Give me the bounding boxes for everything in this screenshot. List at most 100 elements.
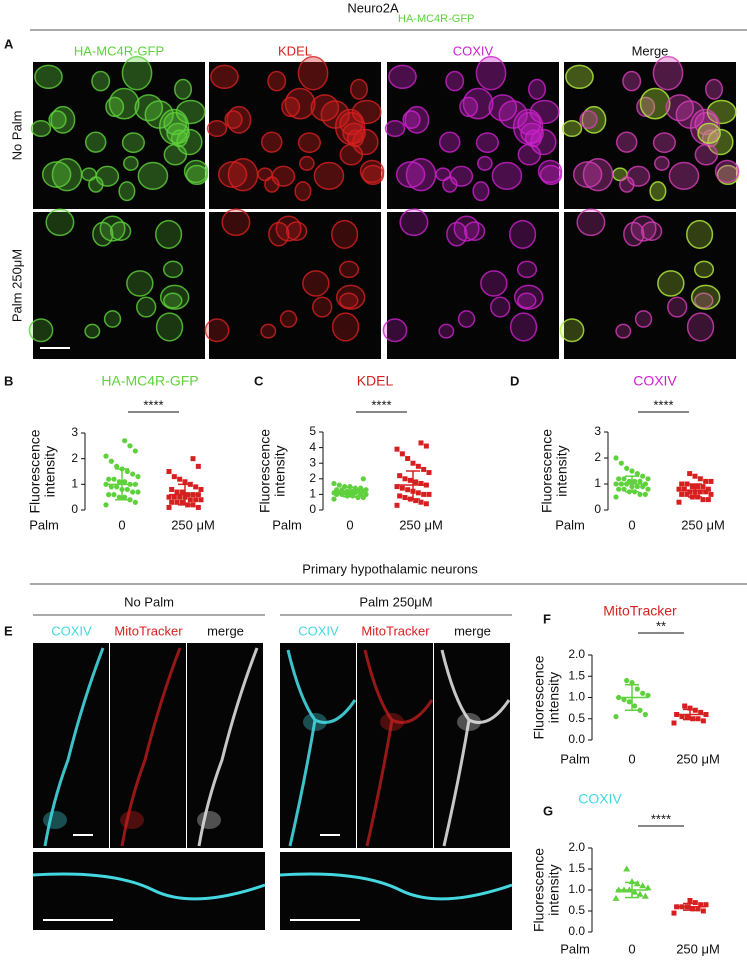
data-point <box>331 496 337 502</box>
cell <box>694 143 719 166</box>
cell <box>155 219 183 249</box>
cell <box>331 312 360 342</box>
data-point <box>679 714 685 720</box>
y-axis-label: Fluorescence <box>27 429 43 513</box>
cell <box>579 110 598 130</box>
data-point <box>708 491 714 497</box>
data-point <box>106 492 112 498</box>
cell <box>183 159 209 184</box>
cell <box>480 270 508 297</box>
data-point <box>358 485 364 491</box>
data-point <box>405 456 411 462</box>
data-point <box>676 499 682 505</box>
cell <box>576 208 606 237</box>
data-point <box>698 902 704 908</box>
data-point <box>695 716 701 722</box>
data-point <box>637 478 643 484</box>
data-point <box>179 489 185 495</box>
panel-letter: C <box>254 373 264 388</box>
soma <box>43 811 67 829</box>
cell <box>108 87 140 120</box>
y-axis-label: Fluorescence <box>257 429 273 513</box>
y-axis-label: Fluorescence <box>539 429 555 513</box>
y-tick-label: 2 <box>594 450 601 464</box>
data-point <box>106 476 112 482</box>
neurite <box>43 647 105 847</box>
image-bg <box>387 62 559 209</box>
cell <box>652 55 684 91</box>
data-point <box>397 473 403 479</box>
soma <box>380 713 404 731</box>
cell <box>279 310 298 328</box>
y-tick-label: 0.0 <box>568 732 585 746</box>
data-point <box>637 491 643 497</box>
x-tick-label: 250 μM <box>676 751 720 766</box>
cell <box>339 143 364 166</box>
data-point <box>413 479 419 485</box>
neurite <box>197 647 259 847</box>
data-point <box>612 894 620 901</box>
data-point <box>108 484 114 490</box>
cell <box>271 165 296 187</box>
micrograph <box>559 208 736 359</box>
data-point <box>624 677 630 684</box>
cell <box>690 284 721 310</box>
data-point <box>639 882 647 889</box>
data-point <box>621 486 627 492</box>
x-axis-label: Palm <box>29 517 59 532</box>
cell <box>342 122 366 144</box>
cell <box>162 260 184 279</box>
data-point <box>394 502 400 508</box>
image-bg <box>209 62 381 209</box>
zoom-neurite <box>32 872 266 901</box>
data-point <box>705 486 711 492</box>
column-label: Merge <box>632 43 669 58</box>
cell <box>457 310 476 328</box>
data-point <box>423 501 429 507</box>
data-point <box>687 705 693 711</box>
data-point <box>132 448 138 454</box>
cell <box>498 100 528 129</box>
y-axis-label: intensity <box>546 672 562 723</box>
image-bg <box>280 643 356 848</box>
data-point <box>690 716 696 722</box>
cell <box>686 312 715 342</box>
y-tick-label: 2.0 <box>568 647 585 661</box>
x-axis-label: Palm <box>560 941 590 956</box>
data-point <box>352 485 358 491</box>
cell <box>657 270 685 297</box>
data-point <box>336 482 342 488</box>
significance-label: ** <box>656 618 666 633</box>
cell <box>472 181 490 202</box>
significance-label: **** <box>653 397 673 412</box>
panel-letter: E <box>4 623 13 638</box>
data-point <box>621 476 627 482</box>
zoom-bg <box>33 852 265 930</box>
cell <box>490 296 511 318</box>
data-point <box>182 479 188 485</box>
y-tick-label: 0 <box>71 502 78 516</box>
micrograph <box>204 208 381 359</box>
cell <box>285 221 308 242</box>
column-label: COXIV <box>298 623 339 638</box>
cell <box>92 221 114 247</box>
data-point <box>166 494 172 500</box>
data-point <box>360 476 366 482</box>
figure-title: Neuro2A <box>347 0 399 15</box>
cell <box>675 100 705 129</box>
cell <box>623 221 645 247</box>
panel-letter: B <box>4 373 13 388</box>
data-point <box>641 892 649 899</box>
soma <box>197 811 221 829</box>
cell <box>45 208 75 237</box>
data-point <box>407 477 413 483</box>
x-tick-label: 250 μM <box>171 517 215 532</box>
y-tick-label: 1.5 <box>568 668 585 682</box>
data-point <box>171 474 177 480</box>
y-tick-label: 3 <box>71 425 78 439</box>
cell <box>136 296 157 318</box>
cell <box>462 87 494 120</box>
cell <box>122 155 139 171</box>
neurite <box>286 649 357 847</box>
y-axis-label: intensity <box>554 445 570 496</box>
